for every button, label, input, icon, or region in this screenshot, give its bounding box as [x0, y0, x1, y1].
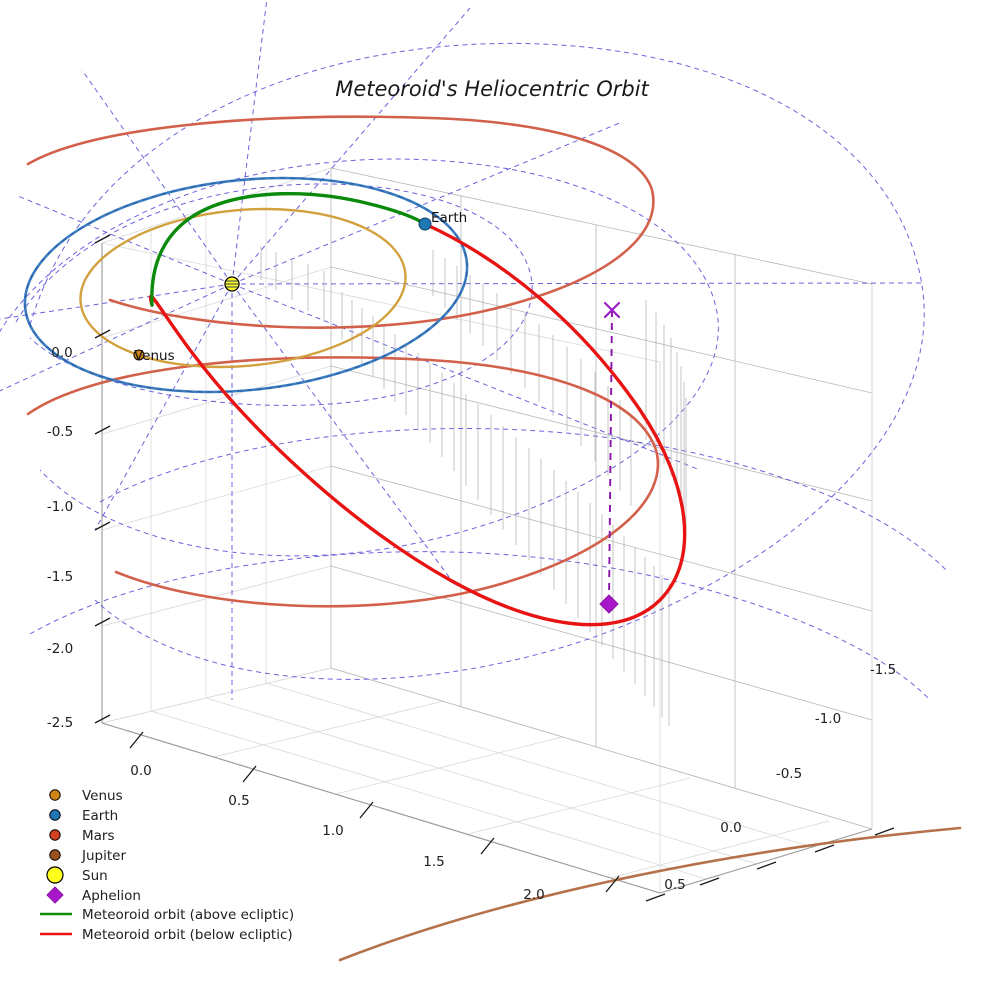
reference-dashed-lines	[0, 0, 949, 701]
z-tick-5: -2.5	[47, 715, 73, 731]
legend-label-venus: Venus	[82, 788, 123, 804]
legend-label-earth: Earth	[82, 808, 118, 824]
z-tick-0: 0.0	[51, 345, 72, 361]
venus-marker	[133, 349, 145, 361]
x-tick-4: 2.0	[523, 887, 544, 903]
aphelion-drop-line	[608, 309, 613, 601]
meteoroid-orbit-below	[148, 222, 687, 627]
y-axis-tickmarks	[645, 827, 895, 902]
y-tick-2: -0.5	[776, 766, 802, 782]
y-tick-0: 0.5	[664, 877, 685, 893]
legend-label-meteoroid-below: Meteoroid orbit (below ecliptic)	[82, 927, 293, 943]
y-tick-1: 0.0	[720, 820, 741, 836]
x-tick-0: 0.0	[130, 763, 151, 779]
meteoroid-orbit-above	[150, 192, 427, 307]
x-tick-labels: 0.0 0.5 1.0 1.5 2.0	[130, 763, 544, 903]
x-tick-3: 1.5	[423, 854, 444, 870]
plot-panes	[101, 167, 873, 894]
aphelion-projection-marker	[603, 301, 621, 319]
page-title: Meteoroid's Heliocentric Orbit	[335, 77, 649, 101]
z-tick-4: -2.0	[47, 641, 73, 657]
x-tick-1: 0.5	[228, 793, 249, 809]
earth-marker	[418, 217, 432, 231]
legend-label-meteoroid-above: Meteoroid orbit (above ecliptic)	[82, 907, 294, 923]
y-tick-3: -1.0	[815, 711, 841, 727]
y-tick-labels: 0.5 0.0 -0.5 -1.0 -1.5	[664, 662, 896, 893]
legend-marker-earth	[49, 809, 61, 821]
legend-label-mars: Mars	[82, 828, 115, 844]
pane-outline	[101, 242, 873, 894]
floor-pane-grid	[101, 667, 873, 894]
legend-label-aphelion: Aphelion	[82, 888, 141, 904]
z-tick-3: -1.5	[47, 569, 73, 585]
orbit-earth	[23, 176, 469, 394]
legend-marker-sun	[46, 866, 64, 884]
legend-label-jupiter: Jupiter	[81, 848, 126, 864]
axis-spines	[101, 243, 873, 894]
orbit-venus	[79, 207, 407, 369]
z-tick-1: -0.5	[47, 424, 73, 440]
z-tick-labels: 0.0 -0.5 -1.0 -1.5 -2.0 -2.5	[47, 345, 73, 731]
legend-marker-mars	[49, 829, 61, 841]
y-tick-4: -1.5	[870, 662, 896, 678]
orbit-jupiter	[338, 826, 962, 962]
venus-label: Venus	[134, 348, 175, 364]
z-tick-2: -1.0	[47, 499, 73, 515]
sun-glyph	[226, 280, 238, 288]
legend-marker-venus	[49, 789, 61, 801]
orbit-mars	[26, 115, 660, 608]
x-tick-2: 1.0	[322, 823, 343, 839]
z-axis-tickmarks	[94, 234, 111, 724]
legend: Venus Earth Mars Jupiter Sun Aphelion Me…	[40, 788, 294, 943]
stem-lines	[260, 246, 687, 726]
legend-marker-aphelion	[46, 886, 64, 904]
legend-label-sun: Sun	[82, 868, 108, 884]
aphelion-marker	[599, 594, 619, 614]
legend-marker-jupiter	[49, 849, 61, 861]
earth-label: Earth	[431, 210, 467, 226]
left-pane-grid	[101, 167, 332, 724]
x-axis-tickmarks	[129, 731, 620, 893]
